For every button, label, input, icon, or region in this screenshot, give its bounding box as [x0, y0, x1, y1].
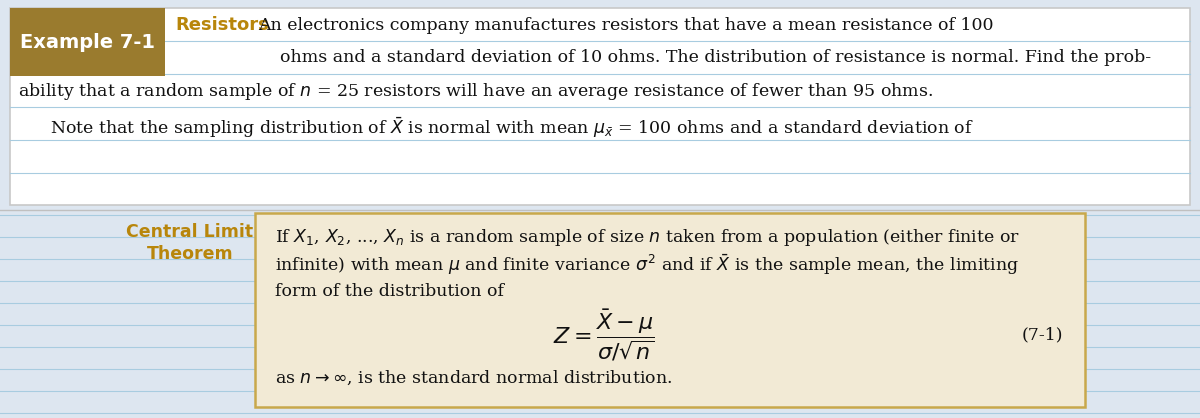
Text: ohms and a standard deviation of 10 ohms. The distribution of resistance is norm: ohms and a standard deviation of 10 ohms…	[280, 49, 1151, 66]
FancyBboxPatch shape	[10, 8, 166, 76]
Text: Note that the sampling distribution of $\bar{X}$ is normal with mean $\mu_{\bar{: Note that the sampling distribution of $…	[50, 116, 973, 140]
FancyBboxPatch shape	[10, 8, 1190, 205]
Text: ability that a random sample of $n$ = 25 resistors will have an average resistan: ability that a random sample of $n$ = 25…	[18, 82, 934, 102]
Text: $Z = \dfrac{\bar{X} - \mu}{\sigma / \sqrt{n}}$: $Z = \dfrac{\bar{X} - \mu}{\sigma / \sqr…	[553, 307, 654, 363]
Text: Central Limit: Central Limit	[126, 223, 253, 241]
Text: (7-1): (7-1)	[1021, 326, 1063, 344]
Text: form of the distribution of: form of the distribution of	[275, 283, 504, 301]
Text: as $n \rightarrow \infty$, is the standard normal distribution.: as $n \rightarrow \infty$, is the standa…	[275, 369, 672, 387]
Text: Resistors: Resistors	[175, 16, 269, 34]
FancyBboxPatch shape	[256, 213, 1085, 407]
Text: Theorem: Theorem	[146, 245, 233, 263]
Text: An electronics company manufactures resistors that have a mean resistance of 100: An electronics company manufactures resi…	[258, 16, 994, 33]
Text: Example 7-1: Example 7-1	[20, 33, 155, 51]
Text: infinite) with mean $\mu$ and finite variance $\sigma^2$ and if $\bar{X}$ is the: infinite) with mean $\mu$ and finite var…	[275, 253, 1019, 277]
Text: If $X_1$, $X_2$, ..., $X_n$ is a random sample of size $n$ taken from a populati: If $X_1$, $X_2$, ..., $X_n$ is a random …	[275, 227, 1020, 247]
